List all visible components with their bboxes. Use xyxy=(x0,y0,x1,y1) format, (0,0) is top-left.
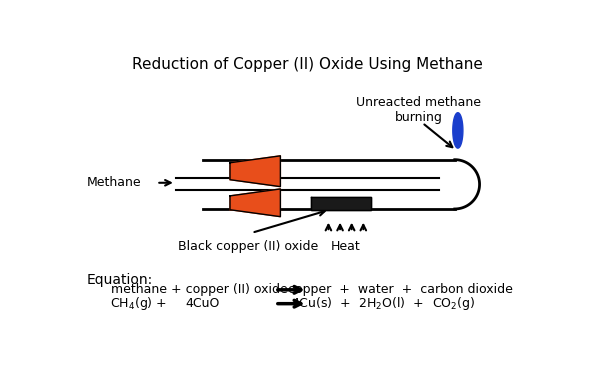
Polygon shape xyxy=(230,189,280,217)
Text: Heat: Heat xyxy=(331,240,361,253)
Text: methane + copper (II) oxide: methane + copper (II) oxide xyxy=(110,283,287,296)
Text: copper  +  water  +  carbon dioxide: copper + water + carbon dioxide xyxy=(288,283,513,296)
Text: Black copper (II) oxide: Black copper (II) oxide xyxy=(178,240,319,253)
Polygon shape xyxy=(203,160,479,209)
Text: Equation:: Equation: xyxy=(86,273,153,287)
Text: Reduction of Copper (II) Oxide Using Methane: Reduction of Copper (II) Oxide Using Met… xyxy=(132,56,483,72)
Text: Methane: Methane xyxy=(86,176,141,189)
Polygon shape xyxy=(453,113,463,148)
Polygon shape xyxy=(230,156,280,187)
Text: 4CuO: 4CuO xyxy=(185,297,220,310)
Polygon shape xyxy=(311,197,371,210)
Text: CH$_4$(g) +: CH$_4$(g) + xyxy=(110,295,167,312)
Text: CO$_2$(g): CO$_2$(g) xyxy=(431,295,475,312)
Text: Unreacted methane
burning: Unreacted methane burning xyxy=(356,96,481,123)
Text: 4Cu(s)  +  2H$_2$O(l)  +: 4Cu(s) + 2H$_2$O(l) + xyxy=(292,296,424,312)
